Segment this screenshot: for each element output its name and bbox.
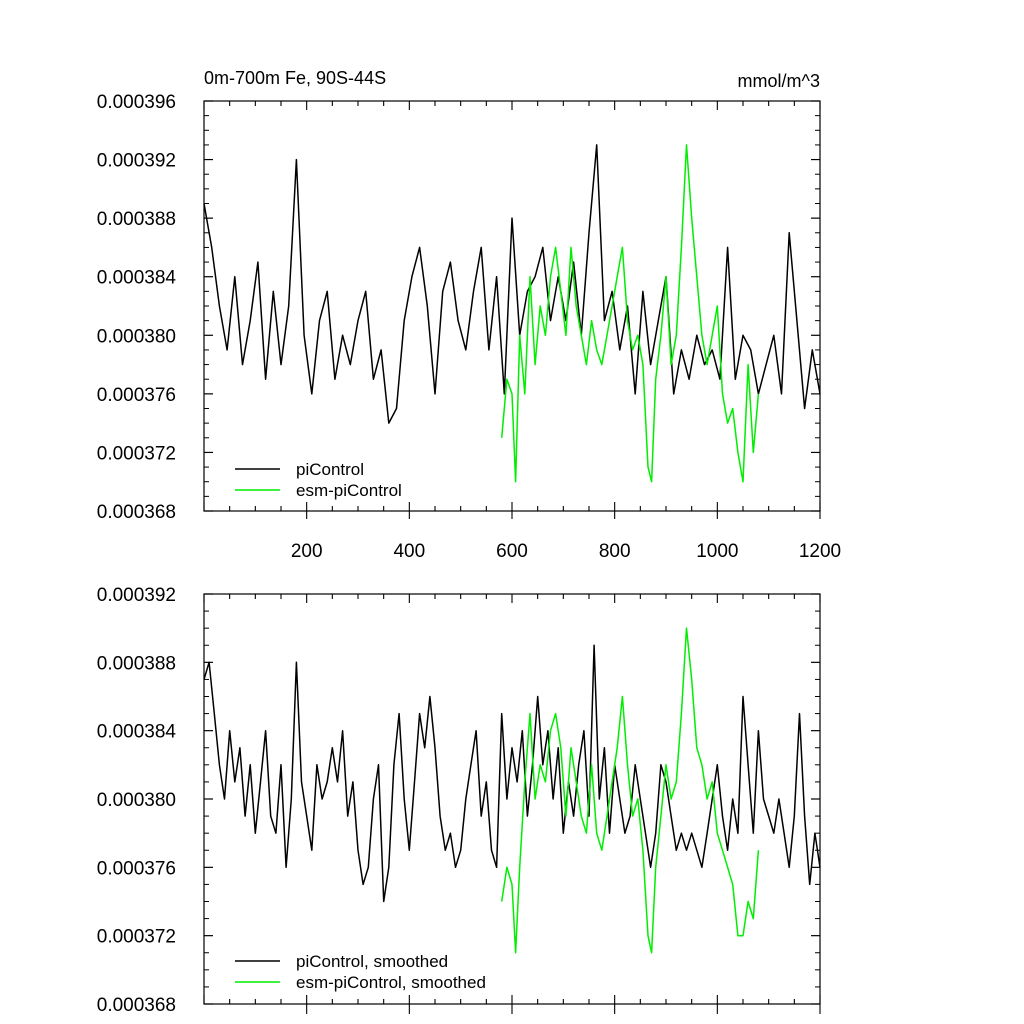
top-panel-frame — [203, 100, 821, 512]
y-tick-label: 0.000376 — [97, 858, 176, 879]
x-tick-label: 400 — [393, 541, 425, 562]
top-legend-label-esm: esm-piControl — [296, 481, 402, 500]
top-panel: 0m-700m Fe, 90S-44S mmol/m^3 0.0003960.0… — [97, 68, 841, 562]
top-panel-units: mmol/m^3 — [738, 71, 820, 91]
x-tick-label: 1200 — [799, 541, 841, 562]
top-panel-series — [203, 144, 821, 483]
bottom-legend: piControl, smoothed esm-piControl, smoot… — [235, 952, 486, 992]
y-tick-label: 0.000380 — [97, 326, 176, 347]
bottom-panel: 0.000392 0.000388 0.000384 0.000380 0.000376… — [97, 585, 821, 1016]
y-tick-label: 0.000368 — [97, 502, 176, 523]
top-panel-title: 0m-700m Fe, 90S-44S — [204, 68, 386, 88]
y-tick-label: 0.000384 — [97, 268, 177, 289]
bottom-panel-frame — [203, 593, 821, 1005]
y-tick-label: 0.000392 — [97, 151, 176, 172]
y-tick-label: 0.000388 — [97, 209, 176, 230]
series-line-picontrol — [203, 144, 821, 424]
x-tick-label: 800 — [599, 541, 631, 562]
y-tick-label: 0.000372 — [97, 443, 176, 464]
series-line-esm-picontrol-smoothed — [500, 627, 760, 954]
bottom-legend-label-picontrol: piControl, smoothed — [296, 952, 448, 971]
bottom-legend-label-esm: esm-piControl, smoothed — [296, 973, 486, 992]
x-tick-label: 600 — [496, 541, 528, 562]
bottom-panel-ticks: 0.000392 0.000388 0.000384 0.000380 0.000376… — [97, 585, 821, 1016]
series-line-picontrol-smoothed — [203, 644, 821, 903]
top-legend: piControl esm-piControl — [235, 460, 402, 500]
y-tick-label: 0.000396 — [97, 92, 176, 113]
y-tick-label: 0.000372 — [97, 927, 176, 948]
y-tick-label: 0.000392 — [97, 585, 176, 606]
bottom-panel-series — [203, 627, 821, 954]
y-tick-label: 0.000380 — [97, 790, 176, 811]
y-tick-label: 0.000376 — [97, 385, 176, 406]
top-legend-label-picontrol: piControl — [296, 460, 364, 479]
x-tick-label: 200 — [291, 541, 323, 562]
y-tick-label: 0.000384 — [97, 722, 177, 743]
y-tick-label: 0.000368 — [97, 995, 176, 1016]
y-tick-label: 0.000388 — [97, 653, 176, 674]
series-line-esm-picontrol — [500, 144, 760, 483]
x-tick-label: 1000 — [696, 541, 738, 562]
top-panel-ticks: 0.000396 0.000392 0.000388 0.000384 0.000380… — [97, 92, 841, 562]
